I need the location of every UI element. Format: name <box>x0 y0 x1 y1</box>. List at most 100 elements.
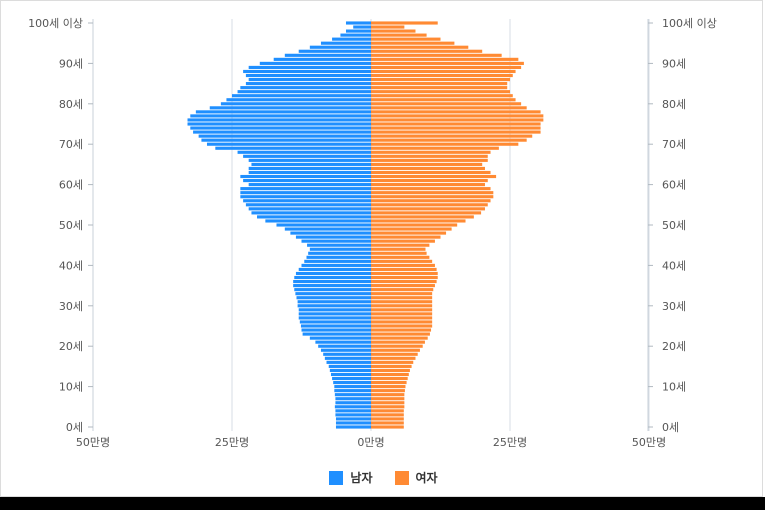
male-bar <box>248 170 371 175</box>
male-bar <box>299 320 371 324</box>
bars <box>187 21 544 429</box>
female-bar <box>371 77 510 82</box>
female-bar <box>371 251 427 255</box>
male-bar <box>309 45 371 49</box>
female-bar <box>371 421 404 425</box>
legend-item-female[interactable]: 여자 <box>394 469 438 486</box>
female-bar <box>371 130 541 134</box>
male-bar <box>334 405 371 409</box>
female-bar <box>371 336 428 340</box>
female-bar <box>371 296 433 300</box>
female-bar <box>371 65 522 70</box>
male-bar <box>304 259 371 263</box>
female-bar <box>371 413 404 417</box>
male-bar <box>301 263 371 267</box>
male-bar <box>335 409 371 413</box>
male-bar <box>335 397 371 401</box>
female-bar <box>371 393 405 397</box>
female-bar <box>371 385 406 389</box>
female-bar <box>371 166 485 171</box>
male-bar <box>248 77 371 82</box>
y-tick-label-left: 90세 <box>59 57 83 70</box>
female-bar <box>371 344 423 348</box>
x-tick-label: 25만명 <box>493 436 527 449</box>
male-bar <box>308 251 371 255</box>
female-bar <box>371 271 438 276</box>
male-bar <box>284 227 371 231</box>
female-bar <box>371 33 427 37</box>
y-tick-label-right: 30세 <box>662 300 686 313</box>
y-tick-label-right: 40세 <box>662 259 686 272</box>
male-bar <box>201 138 371 142</box>
y-tick-label-left: 50세 <box>59 219 83 232</box>
x-tick-label: 50만명 <box>76 436 110 449</box>
male-bar <box>265 219 371 223</box>
female-bar <box>371 41 455 45</box>
y-tick-label-right: 20세 <box>662 340 686 353</box>
male-bar <box>243 154 371 158</box>
male-bar <box>190 114 371 118</box>
x-tick-label: 0만명 <box>357 436 384 449</box>
female-bar <box>371 187 491 191</box>
x-tick-label: 50만명 <box>632 436 666 449</box>
female-bar <box>371 332 430 336</box>
female-bar <box>371 279 437 284</box>
male-bar <box>248 207 371 211</box>
female-bar <box>371 259 433 263</box>
male-bar <box>220 102 371 106</box>
female-bar <box>371 263 435 267</box>
y-tick-label-left: 30세 <box>59 300 83 313</box>
female-bar <box>371 389 405 393</box>
female-bar <box>371 203 488 207</box>
male-bar <box>198 134 371 138</box>
female-bar <box>371 300 433 304</box>
male-bar <box>215 146 371 150</box>
female-bar <box>371 372 409 377</box>
y-tick-label-right: 50세 <box>662 219 686 232</box>
female-bar <box>371 356 416 360</box>
female-bar <box>371 94 513 98</box>
male-bar <box>187 118 371 122</box>
population-pyramid-chart: 0세 0세 10세 10세 20세 20세 30세 30세 40세 40세 50세 50세 60세 60세… <box>28 17 717 449</box>
female-bar <box>371 142 519 146</box>
y-tick-label-left: 60세 <box>59 179 83 192</box>
y-tick-label-right: 70세 <box>662 138 686 151</box>
female-bar <box>371 292 433 296</box>
male-bar <box>251 162 371 166</box>
female-bar <box>371 243 430 247</box>
male-bar <box>209 106 371 110</box>
female-bar <box>371 227 452 231</box>
male-bar <box>332 376 371 381</box>
female-bar <box>371 360 414 364</box>
y-tick-label-right: 10세 <box>662 381 686 394</box>
male-bar <box>298 312 371 316</box>
male-bar <box>320 41 371 45</box>
male-bar <box>257 215 371 219</box>
legend-label-female: 여자 <box>415 471 438 485</box>
female-bar <box>371 21 438 25</box>
male-bar <box>335 401 371 405</box>
female-bar <box>371 191 494 195</box>
male-bar <box>309 247 371 251</box>
male-bar <box>334 393 371 397</box>
female-bar <box>371 235 441 239</box>
female-bar <box>371 223 458 227</box>
male-bar <box>293 284 371 288</box>
male-bar <box>335 417 371 421</box>
male-bar <box>328 364 371 368</box>
male-bar <box>295 271 371 276</box>
male-bar <box>318 344 371 348</box>
male-bar <box>284 53 371 57</box>
male-bar <box>243 199 371 203</box>
legend-item-male[interactable]: 남자 <box>329 469 373 486</box>
axes: 0세 0세 10세 10세 20세 20세 30세 30세 40세 40세 50세 50세 60세 60세… <box>28 17 717 449</box>
female-bar <box>371 122 541 126</box>
female-bar <box>371 162 483 166</box>
female-bar <box>371 247 426 251</box>
female-bar <box>371 324 433 328</box>
male-bar <box>340 33 371 37</box>
male-bar <box>333 380 371 385</box>
y-tick-label-right: 90세 <box>662 57 686 70</box>
male-bar <box>245 82 371 86</box>
male-bar <box>248 65 371 70</box>
